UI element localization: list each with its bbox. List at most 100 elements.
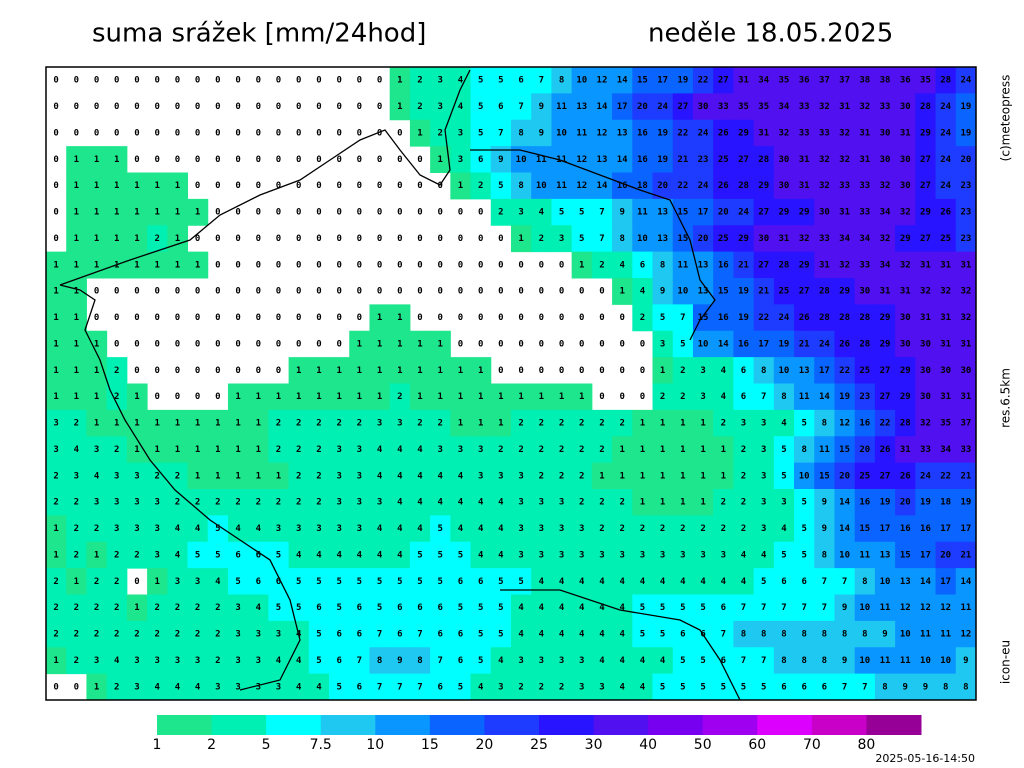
precip-cell — [753, 146, 775, 173]
precip-cell — [571, 568, 593, 595]
cell-value: 24 — [819, 339, 830, 349]
cell-value: 33 — [859, 181, 870, 191]
precip-cell — [713, 330, 734, 358]
cell-value: 4 — [599, 603, 605, 613]
cell-value: 5 — [397, 577, 402, 587]
precip-cell — [612, 673, 633, 701]
cell-value: 0 — [175, 339, 180, 349]
cell-value: 0 — [296, 313, 301, 323]
precip-cell — [713, 357, 734, 384]
precip-cell — [612, 172, 633, 200]
cell-value: 6 — [397, 603, 402, 613]
cell-value: 3 — [377, 419, 382, 429]
cell-value: 5 — [377, 577, 382, 587]
precip-cell — [733, 383, 755, 411]
cell-value: 7 — [761, 656, 766, 666]
cell-value: 5 — [761, 577, 766, 587]
cell-value: 3 — [276, 630, 281, 640]
cell-value: 25 — [940, 234, 951, 244]
cell-value: 1 — [154, 260, 159, 270]
cell-value: 0 — [195, 313, 200, 323]
cell-value: 4 — [619, 603, 625, 613]
cell-value: 3 — [53, 445, 58, 455]
cell-value: 0 — [175, 366, 180, 376]
cell-value: 15 — [839, 445, 850, 455]
precip-cell — [571, 515, 593, 543]
cell-value: 0 — [316, 260, 321, 270]
precip-cell — [955, 489, 977, 516]
cell-value: 1 — [175, 181, 180, 191]
legend-label: 25 — [530, 737, 548, 753]
precip-cell — [854, 673, 876, 701]
cell-value: 7 — [377, 682, 382, 692]
cell-value: 4 — [458, 471, 464, 481]
cell-value: 1 — [74, 313, 79, 323]
precip-cell — [834, 515, 856, 543]
precip-cell — [490, 489, 512, 516]
cell-value: 1 — [114, 234, 119, 244]
cell-value: 0 — [195, 392, 200, 402]
cell-value: 5 — [680, 603, 685, 613]
cell-value: 0 — [134, 313, 139, 323]
cell-value: 13 — [657, 208, 668, 218]
cell-value: 31 — [799, 181, 810, 191]
cell-value: 9 — [660, 287, 665, 297]
precip-cell — [571, 383, 593, 411]
precip-cell — [753, 330, 775, 358]
cell-value: 2 — [599, 260, 604, 270]
cell-value: 5 — [680, 656, 685, 666]
cell-value: 4 — [296, 656, 302, 666]
precip-cell — [369, 647, 391, 675]
legend-swatch — [429, 715, 485, 735]
cell-value: 0 — [599, 287, 604, 297]
cell-value: 4 — [559, 630, 565, 640]
precip-cell — [652, 541, 674, 569]
precip-cell — [66, 620, 87, 648]
cell-value: 5 — [781, 445, 786, 455]
cell-value: 4 — [579, 603, 585, 613]
precip-cell — [126, 489, 148, 516]
precip-cell — [652, 462, 674, 490]
cell-value: 21 — [758, 287, 769, 297]
precip-cell — [551, 541, 573, 569]
cell-value: 4 — [397, 524, 403, 534]
precip-cell — [632, 515, 654, 543]
precip-cell — [531, 172, 552, 200]
precip-cell — [227, 383, 249, 411]
cell-value: 3 — [539, 550, 544, 560]
precip-cell — [86, 198, 108, 226]
cell-value: 6 — [438, 603, 443, 613]
precip-cell — [86, 146, 108, 173]
cell-value: 8 — [882, 682, 887, 692]
cell-value: 16 — [738, 339, 749, 349]
cell-value: 1 — [175, 260, 180, 270]
cell-value: 2 — [134, 550, 139, 560]
precip-cell — [773, 620, 795, 648]
precip-cell — [571, 594, 593, 622]
precip-cell — [955, 146, 977, 173]
precip-cell — [814, 568, 835, 595]
cell-value: 0 — [235, 102, 240, 112]
cell-value: 3 — [336, 524, 341, 534]
precip-cell — [955, 172, 977, 200]
cell-value: 1 — [397, 313, 402, 323]
cell-value: 30 — [900, 313, 911, 323]
precip-cell — [389, 620, 411, 648]
cell-value: 8 — [801, 656, 806, 666]
precip-cell — [733, 647, 755, 675]
cell-value: 4 — [619, 630, 625, 640]
cell-value: 2 — [579, 445, 584, 455]
precip-cell — [753, 673, 775, 701]
cell-value: 2 — [296, 498, 301, 508]
cell-value: 30 — [920, 366, 931, 376]
cell-value: 31 — [900, 128, 911, 138]
date: neděle 18.05.2025 — [648, 19, 893, 49]
cell-value: 0 — [215, 287, 220, 297]
precip-cell — [86, 620, 108, 648]
precip-cell — [207, 489, 229, 516]
cell-value: 1 — [235, 445, 240, 455]
cell-value: 0 — [53, 181, 58, 191]
cell-value: 0 — [154, 155, 159, 165]
precip-cell — [834, 198, 856, 226]
cell-value: 0 — [256, 366, 261, 376]
